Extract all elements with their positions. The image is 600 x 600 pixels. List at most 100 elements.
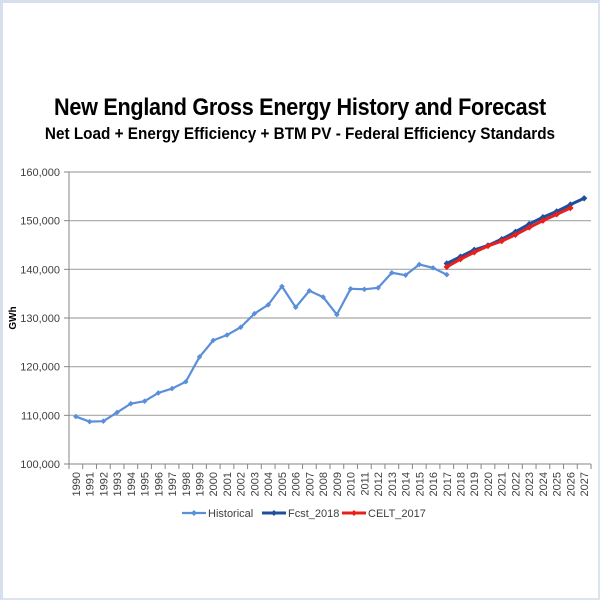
data-point bbox=[86, 418, 93, 425]
data-point bbox=[196, 354, 203, 360]
x-tick-label: 1995 bbox=[140, 472, 152, 496]
data-point bbox=[430, 265, 436, 271]
x-tick-label: 2020 bbox=[483, 472, 495, 496]
series-line bbox=[446, 206, 572, 269]
x-tick-label: 1997 bbox=[167, 472, 179, 496]
data-point bbox=[375, 285, 381, 291]
data-point bbox=[443, 271, 450, 278]
x-tick-label: 2022 bbox=[510, 472, 522, 496]
x-tick-label: 2013 bbox=[387, 472, 399, 496]
x-tick-label: 2012 bbox=[373, 472, 385, 496]
axes bbox=[64, 171, 592, 469]
x-tick-label: 2026 bbox=[565, 472, 577, 496]
data-point bbox=[471, 249, 478, 256]
y-tick-labels: 100,000 110,000 120,000 130,000 140,000 150,0… bbox=[20, 167, 60, 471]
data-point bbox=[361, 286, 368, 293]
x-tick-label: 1993 bbox=[112, 472, 124, 496]
x-tick-label: 1991 bbox=[85, 472, 97, 496]
chart-subtitle: Net Load + Energy Efficiency + BTM PV - … bbox=[44, 124, 556, 143]
legend-label: Historical bbox=[208, 508, 253, 520]
x-tick-label: 2005 bbox=[277, 472, 289, 496]
x-tick-label: 1992 bbox=[98, 472, 110, 496]
data-point bbox=[182, 378, 189, 385]
data-point bbox=[224, 332, 230, 338]
data-point bbox=[443, 263, 450, 271]
data-point bbox=[389, 269, 395, 276]
x-tick-label: 2000 bbox=[208, 472, 220, 496]
data-point bbox=[114, 409, 120, 416]
data-point bbox=[237, 324, 244, 331]
y-axis-title: GWh bbox=[8, 306, 19, 329]
gridlines bbox=[69, 171, 591, 416]
data-point bbox=[334, 311, 340, 318]
y-tick-label: 150,000 bbox=[20, 216, 60, 228]
data-point bbox=[553, 211, 560, 218]
legend-marker bbox=[191, 510, 197, 516]
data-point bbox=[279, 283, 285, 290]
data-point bbox=[251, 310, 258, 317]
data-point bbox=[457, 255, 464, 263]
legend-item: Historical bbox=[182, 508, 253, 520]
data-point bbox=[525, 224, 533, 231]
data-point bbox=[73, 413, 79, 420]
legend-item: Fcst_2018 bbox=[262, 508, 339, 520]
x-tick-label: 2011 bbox=[359, 472, 371, 496]
data-point bbox=[265, 302, 271, 308]
data-point bbox=[402, 272, 409, 278]
data-point bbox=[567, 201, 574, 208]
data-point bbox=[498, 237, 505, 245]
y-tick-label: 120,000 bbox=[20, 362, 60, 374]
y-tick-label: 110,000 bbox=[21, 410, 60, 422]
data-point bbox=[347, 286, 354, 292]
x-tick-label: 2019 bbox=[469, 472, 481, 496]
x-tick-label: 2008 bbox=[318, 472, 330, 496]
x-tick-label: 2023 bbox=[524, 472, 536, 496]
data-point bbox=[320, 294, 326, 300]
data-point bbox=[484, 242, 492, 250]
y-tick-label: 130,000 bbox=[20, 313, 60, 325]
data-point bbox=[292, 304, 299, 311]
x-tick-label: 2015 bbox=[414, 472, 426, 496]
x-tick-label: 1998 bbox=[181, 472, 193, 496]
y-tick-label: 160,000 bbox=[20, 167, 60, 179]
series-celt-2017 bbox=[443, 204, 574, 271]
x-tick-label: 2009 bbox=[332, 472, 344, 496]
series-line bbox=[75, 263, 448, 423]
data-point bbox=[416, 261, 423, 268]
data-point bbox=[100, 418, 107, 424]
legend: Historical Fcst_2018 CELT_2017 bbox=[182, 508, 426, 520]
x-tick-label: 2002 bbox=[236, 472, 248, 496]
data-point bbox=[512, 231, 519, 238]
x-tick-label: 2004 bbox=[263, 472, 275, 496]
x-tick-label: 2018 bbox=[456, 472, 468, 496]
data-point bbox=[155, 390, 162, 396]
data-point bbox=[169, 385, 175, 392]
legend-item: CELT_2017 bbox=[342, 508, 426, 520]
data-point bbox=[141, 398, 148, 405]
x-tick-labels: 1990 1991 1992 1993 1994 1995 1996 1997 1998 1999… bbox=[71, 472, 591, 496]
chart-title: New England Gross Energy History and For… bbox=[54, 94, 546, 121]
y-tick-label: 100,000 bbox=[20, 459, 60, 471]
x-tick-label: 2024 bbox=[538, 472, 550, 496]
x-tick-label: 1996 bbox=[153, 472, 165, 496]
data-point bbox=[210, 337, 217, 344]
legend-label: CELT_2017 bbox=[368, 508, 426, 520]
series-historical bbox=[73, 261, 450, 425]
data-point bbox=[580, 195, 588, 202]
x-tick-label: 1990 bbox=[71, 472, 83, 496]
x-tick-label: 1999 bbox=[195, 472, 207, 496]
legend-marker bbox=[351, 510, 357, 516]
x-tick-label: 2021 bbox=[497, 472, 509, 496]
x-tick-label: 2001 bbox=[222, 472, 234, 496]
x-tick-label: 2027 bbox=[579, 472, 591, 496]
legend-label: Fcst_2018 bbox=[288, 508, 339, 520]
x-tick-label: 2010 bbox=[346, 472, 358, 496]
x-tick-label: 1994 bbox=[126, 472, 138, 496]
x-tick-label: 2025 bbox=[552, 472, 564, 496]
data-point bbox=[128, 400, 134, 407]
x-tick-label: 2007 bbox=[304, 472, 316, 496]
x-tick-label: 2017 bbox=[442, 472, 454, 496]
x-tick-label: 2016 bbox=[428, 472, 440, 496]
